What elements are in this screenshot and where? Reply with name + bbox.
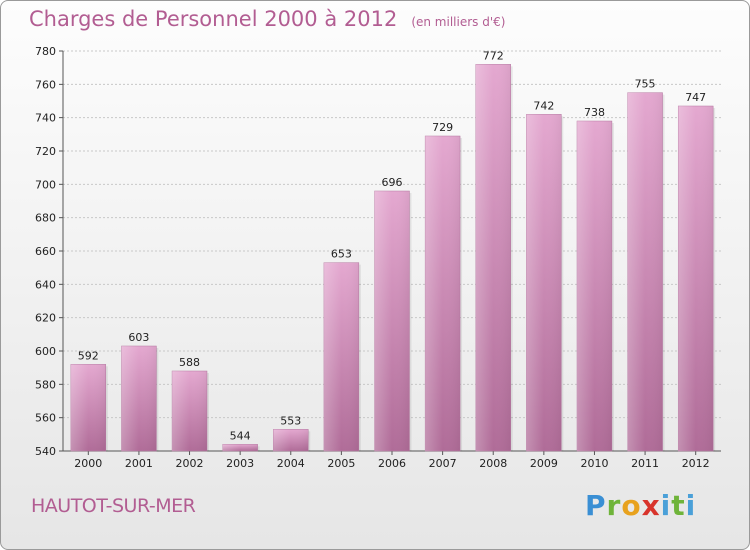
bar-shine — [627, 92, 663, 452]
bar-shine — [374, 191, 410, 451]
y-tick-label: 640 — [35, 278, 56, 291]
x-tick-label: 2009 — [530, 457, 558, 470]
value-label: 588 — [179, 356, 200, 369]
chart-title-text: Charges de Personnel 2000 à 2012 — [29, 7, 398, 31]
bar-shine — [222, 444, 258, 451]
y-tick-label: 600 — [35, 345, 56, 358]
y-tick-label: 760 — [35, 78, 56, 91]
bar-shine — [273, 429, 309, 451]
value-label: 738 — [584, 106, 605, 119]
y-tick-label: 740 — [35, 112, 56, 125]
value-label: 772 — [483, 49, 504, 62]
labels: 540 560 580 600 620 640 660 680 700 720 740 760 780 2… — [35, 45, 710, 470]
value-label: 553 — [280, 414, 301, 427]
chart-title: Charges de Personnel 2000 à 2012 (en mill… — [29, 7, 505, 31]
y-tick-label: 560 — [35, 412, 56, 425]
value-label: 729 — [432, 121, 453, 134]
bar-shine — [678, 106, 714, 451]
y-tick-label: 680 — [35, 212, 56, 225]
y-tick-label: 660 — [35, 245, 56, 258]
bar-shine — [323, 262, 359, 451]
bar-shine — [172, 371, 208, 451]
y-tick-label: 720 — [35, 145, 56, 158]
x-tick-label: 2010 — [580, 457, 608, 470]
x-tick-label: 2004 — [277, 457, 305, 470]
value-label: 603 — [128, 331, 149, 344]
value-label: 747 — [685, 91, 706, 104]
y-tick-label: 580 — [35, 378, 56, 391]
y-tick-label: 620 — [35, 312, 56, 325]
bar-shine — [425, 136, 461, 451]
x-tick-label: 2007 — [429, 457, 457, 470]
x-tick-label: 2001 — [125, 457, 153, 470]
bar-shine — [475, 64, 511, 452]
bar-shine — [70, 364, 106, 451]
bar-shine — [576, 121, 612, 451]
chart-subtitle: (en milliers d'€) — [411, 15, 506, 29]
x-tick-label: 2011 — [631, 457, 659, 470]
value-label: 696 — [382, 176, 403, 189]
x-tick-label: 2005 — [327, 457, 355, 470]
y-tick-label: 540 — [35, 445, 56, 458]
x-tick-label: 2000 — [74, 457, 102, 470]
proxiti-logo: Proxiti — [585, 489, 697, 522]
x-tick-label: 2006 — [378, 457, 406, 470]
y-tick-label: 700 — [35, 178, 56, 191]
y-tick-label: 780 — [35, 45, 56, 58]
value-label: 653 — [331, 248, 352, 261]
commune-name: HAUTOT-SUR-MER — [31, 495, 196, 517]
value-label: 755 — [635, 78, 656, 91]
bars — [70, 64, 716, 452]
value-label: 742 — [533, 99, 554, 112]
bar-shine — [526, 114, 562, 451]
x-tick-label: 2008 — [479, 457, 507, 470]
value-label: 544 — [230, 429, 251, 442]
bar-shine — [121, 346, 157, 451]
x-tick-label: 2002 — [176, 457, 204, 470]
x-tick-label: 2012 — [682, 457, 710, 470]
value-label: 592 — [78, 349, 99, 362]
x-tick-label: 2003 — [226, 457, 254, 470]
